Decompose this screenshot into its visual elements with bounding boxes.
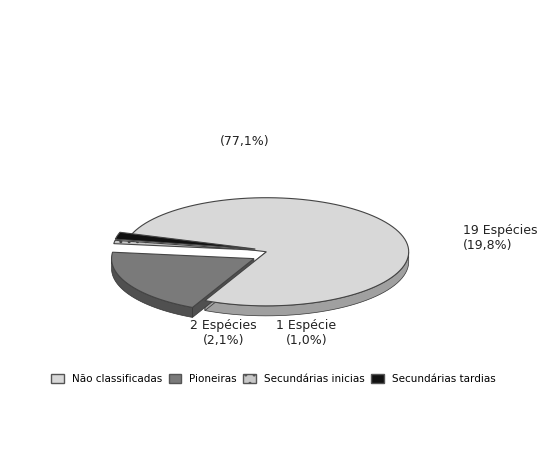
Text: 19 Espécies
(19,8%): 19 Espécies (19,8%) xyxy=(463,224,537,252)
Polygon shape xyxy=(111,252,254,307)
Polygon shape xyxy=(193,259,254,317)
Polygon shape xyxy=(205,252,267,311)
Text: (77,1%): (77,1%) xyxy=(220,135,270,148)
Polygon shape xyxy=(131,197,409,306)
Polygon shape xyxy=(111,259,193,317)
Polygon shape xyxy=(114,240,255,250)
Legend: Não classificadas, Pioneiras, Secundárias inicias, Secundárias tardias: Não classificadas, Pioneiras, Secundária… xyxy=(47,370,500,388)
Text: 2 Espécies
(2,1%): 2 Espécies (2,1%) xyxy=(190,319,257,347)
Text: 1 Espécie
(1,0%): 1 Espécie (1,0%) xyxy=(276,319,337,347)
Polygon shape xyxy=(205,252,409,316)
Polygon shape xyxy=(115,232,255,249)
